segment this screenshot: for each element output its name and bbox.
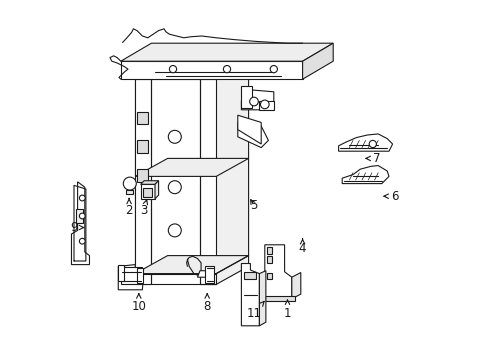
Polygon shape <box>268 273 272 279</box>
Circle shape <box>79 213 85 219</box>
Text: 10: 10 <box>131 294 146 313</box>
Circle shape <box>169 181 181 194</box>
Polygon shape <box>137 169 148 182</box>
Text: 7: 7 <box>366 152 380 165</box>
Polygon shape <box>242 86 252 108</box>
Polygon shape <box>141 181 159 184</box>
Text: 8: 8 <box>203 294 211 313</box>
Polygon shape <box>121 43 333 61</box>
Text: 4: 4 <box>299 239 306 255</box>
Polygon shape <box>200 65 216 284</box>
Polygon shape <box>144 188 152 197</box>
Polygon shape <box>135 256 248 274</box>
Polygon shape <box>137 112 148 124</box>
Circle shape <box>79 238 85 244</box>
Text: 11: 11 <box>246 301 264 320</box>
Polygon shape <box>242 264 259 326</box>
Polygon shape <box>135 47 248 65</box>
Polygon shape <box>268 256 272 263</box>
Polygon shape <box>303 43 333 79</box>
Polygon shape <box>135 65 216 284</box>
Circle shape <box>170 66 176 73</box>
Circle shape <box>79 195 85 201</box>
Polygon shape <box>135 158 248 176</box>
Polygon shape <box>292 273 301 299</box>
Polygon shape <box>118 265 124 281</box>
Polygon shape <box>121 267 143 284</box>
Text: 6: 6 <box>384 190 398 203</box>
Text: 2: 2 <box>125 198 133 217</box>
Polygon shape <box>137 268 144 283</box>
Text: 5: 5 <box>250 199 258 212</box>
Polygon shape <box>259 271 266 326</box>
Circle shape <box>369 140 376 148</box>
Circle shape <box>270 66 277 73</box>
Polygon shape <box>137 140 148 153</box>
Polygon shape <box>126 190 133 194</box>
Circle shape <box>169 130 181 143</box>
Polygon shape <box>118 265 144 290</box>
Polygon shape <box>259 101 274 110</box>
Text: 9: 9 <box>70 221 84 234</box>
Polygon shape <box>135 65 151 284</box>
Polygon shape <box>197 271 209 277</box>
Polygon shape <box>268 247 272 254</box>
Polygon shape <box>216 47 248 284</box>
Polygon shape <box>265 296 295 301</box>
Polygon shape <box>155 181 159 199</box>
Text: 1: 1 <box>284 300 291 320</box>
Circle shape <box>169 224 181 237</box>
Polygon shape <box>238 122 269 148</box>
Polygon shape <box>205 266 215 283</box>
Polygon shape <box>342 166 389 184</box>
Circle shape <box>223 66 231 73</box>
Text: 3: 3 <box>140 200 147 217</box>
Polygon shape <box>135 61 248 79</box>
Polygon shape <box>242 90 274 110</box>
Polygon shape <box>121 61 303 79</box>
Polygon shape <box>141 184 155 199</box>
Circle shape <box>123 177 136 190</box>
Polygon shape <box>72 182 90 265</box>
Polygon shape <box>265 245 292 299</box>
Polygon shape <box>76 209 83 223</box>
Circle shape <box>261 100 269 109</box>
Circle shape <box>250 97 258 106</box>
Polygon shape <box>127 184 132 192</box>
Polygon shape <box>339 134 392 151</box>
Polygon shape <box>244 272 256 279</box>
Polygon shape <box>238 115 261 144</box>
